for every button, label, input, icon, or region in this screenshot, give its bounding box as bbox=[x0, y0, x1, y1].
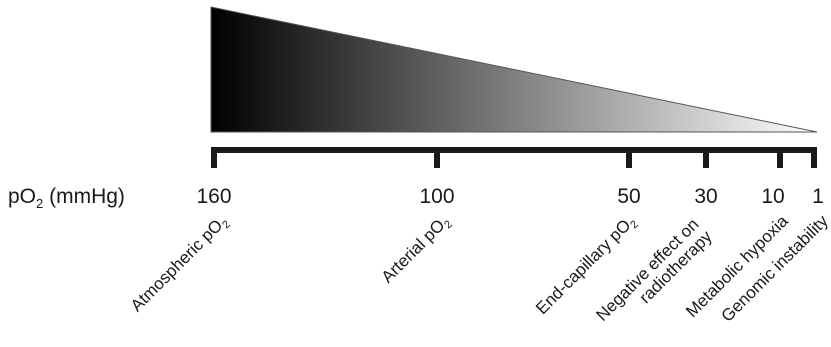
marker-atmospheric: Atmospheric pO2 bbox=[127, 211, 233, 317]
tick-label-160: 160 bbox=[196, 185, 231, 208]
marker-labels: Atmospheric pO2 Arterial pO2 End-capilla… bbox=[127, 211, 831, 326]
axis-label: pO2 (mmHg) bbox=[8, 185, 125, 211]
marker-arterial: Arterial pO2 bbox=[378, 211, 455, 288]
tick-label-10: 10 bbox=[761, 185, 784, 208]
scale-ticks bbox=[211, 147, 817, 168]
tick-labels: 160 100 50 30 10 1 bbox=[196, 185, 823, 208]
tick-mark-50 bbox=[626, 147, 632, 168]
tick-label-50: 50 bbox=[617, 185, 640, 208]
tick-mark-160 bbox=[211, 147, 217, 168]
oxygen-gradient-wedge bbox=[210, 6, 818, 133]
tick-label-1: 1 bbox=[812, 185, 824, 208]
tick-label-30: 30 bbox=[694, 185, 717, 208]
tick-mark-1 bbox=[811, 147, 817, 168]
tick-mark-10 bbox=[777, 147, 783, 168]
tick-mark-30 bbox=[703, 147, 709, 168]
tick-mark-100 bbox=[434, 147, 440, 168]
scale-bar bbox=[211, 147, 817, 153]
tick-label-100: 100 bbox=[419, 185, 454, 208]
